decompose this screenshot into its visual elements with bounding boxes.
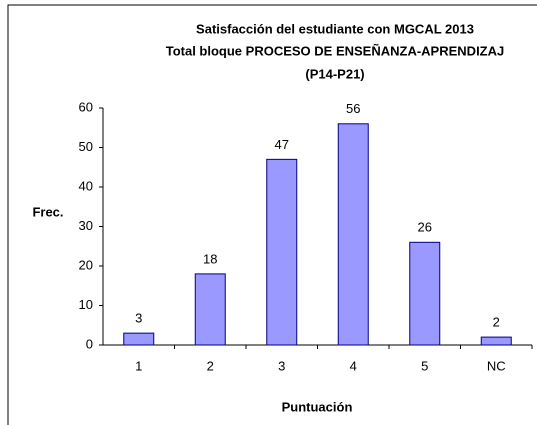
y-tick-label: 50 xyxy=(79,139,93,154)
bar xyxy=(194,273,226,346)
chart-title: Satisfacción del estudiante con MGCAL 20… xyxy=(196,21,474,36)
value-label: 56 xyxy=(346,101,360,116)
value-label: 18 xyxy=(203,251,217,266)
x-tick-label: 2 xyxy=(207,358,214,373)
x-axis-label: Puntuación xyxy=(282,399,353,414)
chart-title: (P14-P21) xyxy=(305,66,364,81)
y-tick-label: 20 xyxy=(79,257,93,272)
x-tick-label: 4 xyxy=(350,358,357,373)
value-label: 47 xyxy=(275,137,289,152)
x-tick-label: 3 xyxy=(278,358,285,373)
y-tick-label: 60 xyxy=(79,99,93,114)
y-tick-label: 30 xyxy=(79,218,93,233)
value-label: 2 xyxy=(493,315,500,330)
y-tick-label: 40 xyxy=(79,178,93,193)
bar xyxy=(266,158,298,346)
bar xyxy=(123,332,155,346)
bar xyxy=(337,123,369,346)
y-tick-label: 10 xyxy=(79,297,93,312)
x-tick-label: 1 xyxy=(135,358,142,373)
y-axis-label: Frec. xyxy=(32,204,63,219)
bar xyxy=(409,241,441,346)
chart-title: Total bloque PROCESO DE ENSEÑANZA-APREND… xyxy=(166,43,505,58)
y-tick-label: 0 xyxy=(86,336,93,351)
bar xyxy=(480,336,512,346)
value-label: 3 xyxy=(135,311,142,326)
value-label: 26 xyxy=(418,220,432,235)
x-tick-label: NC xyxy=(487,358,506,373)
x-tick-label: 5 xyxy=(421,358,428,373)
